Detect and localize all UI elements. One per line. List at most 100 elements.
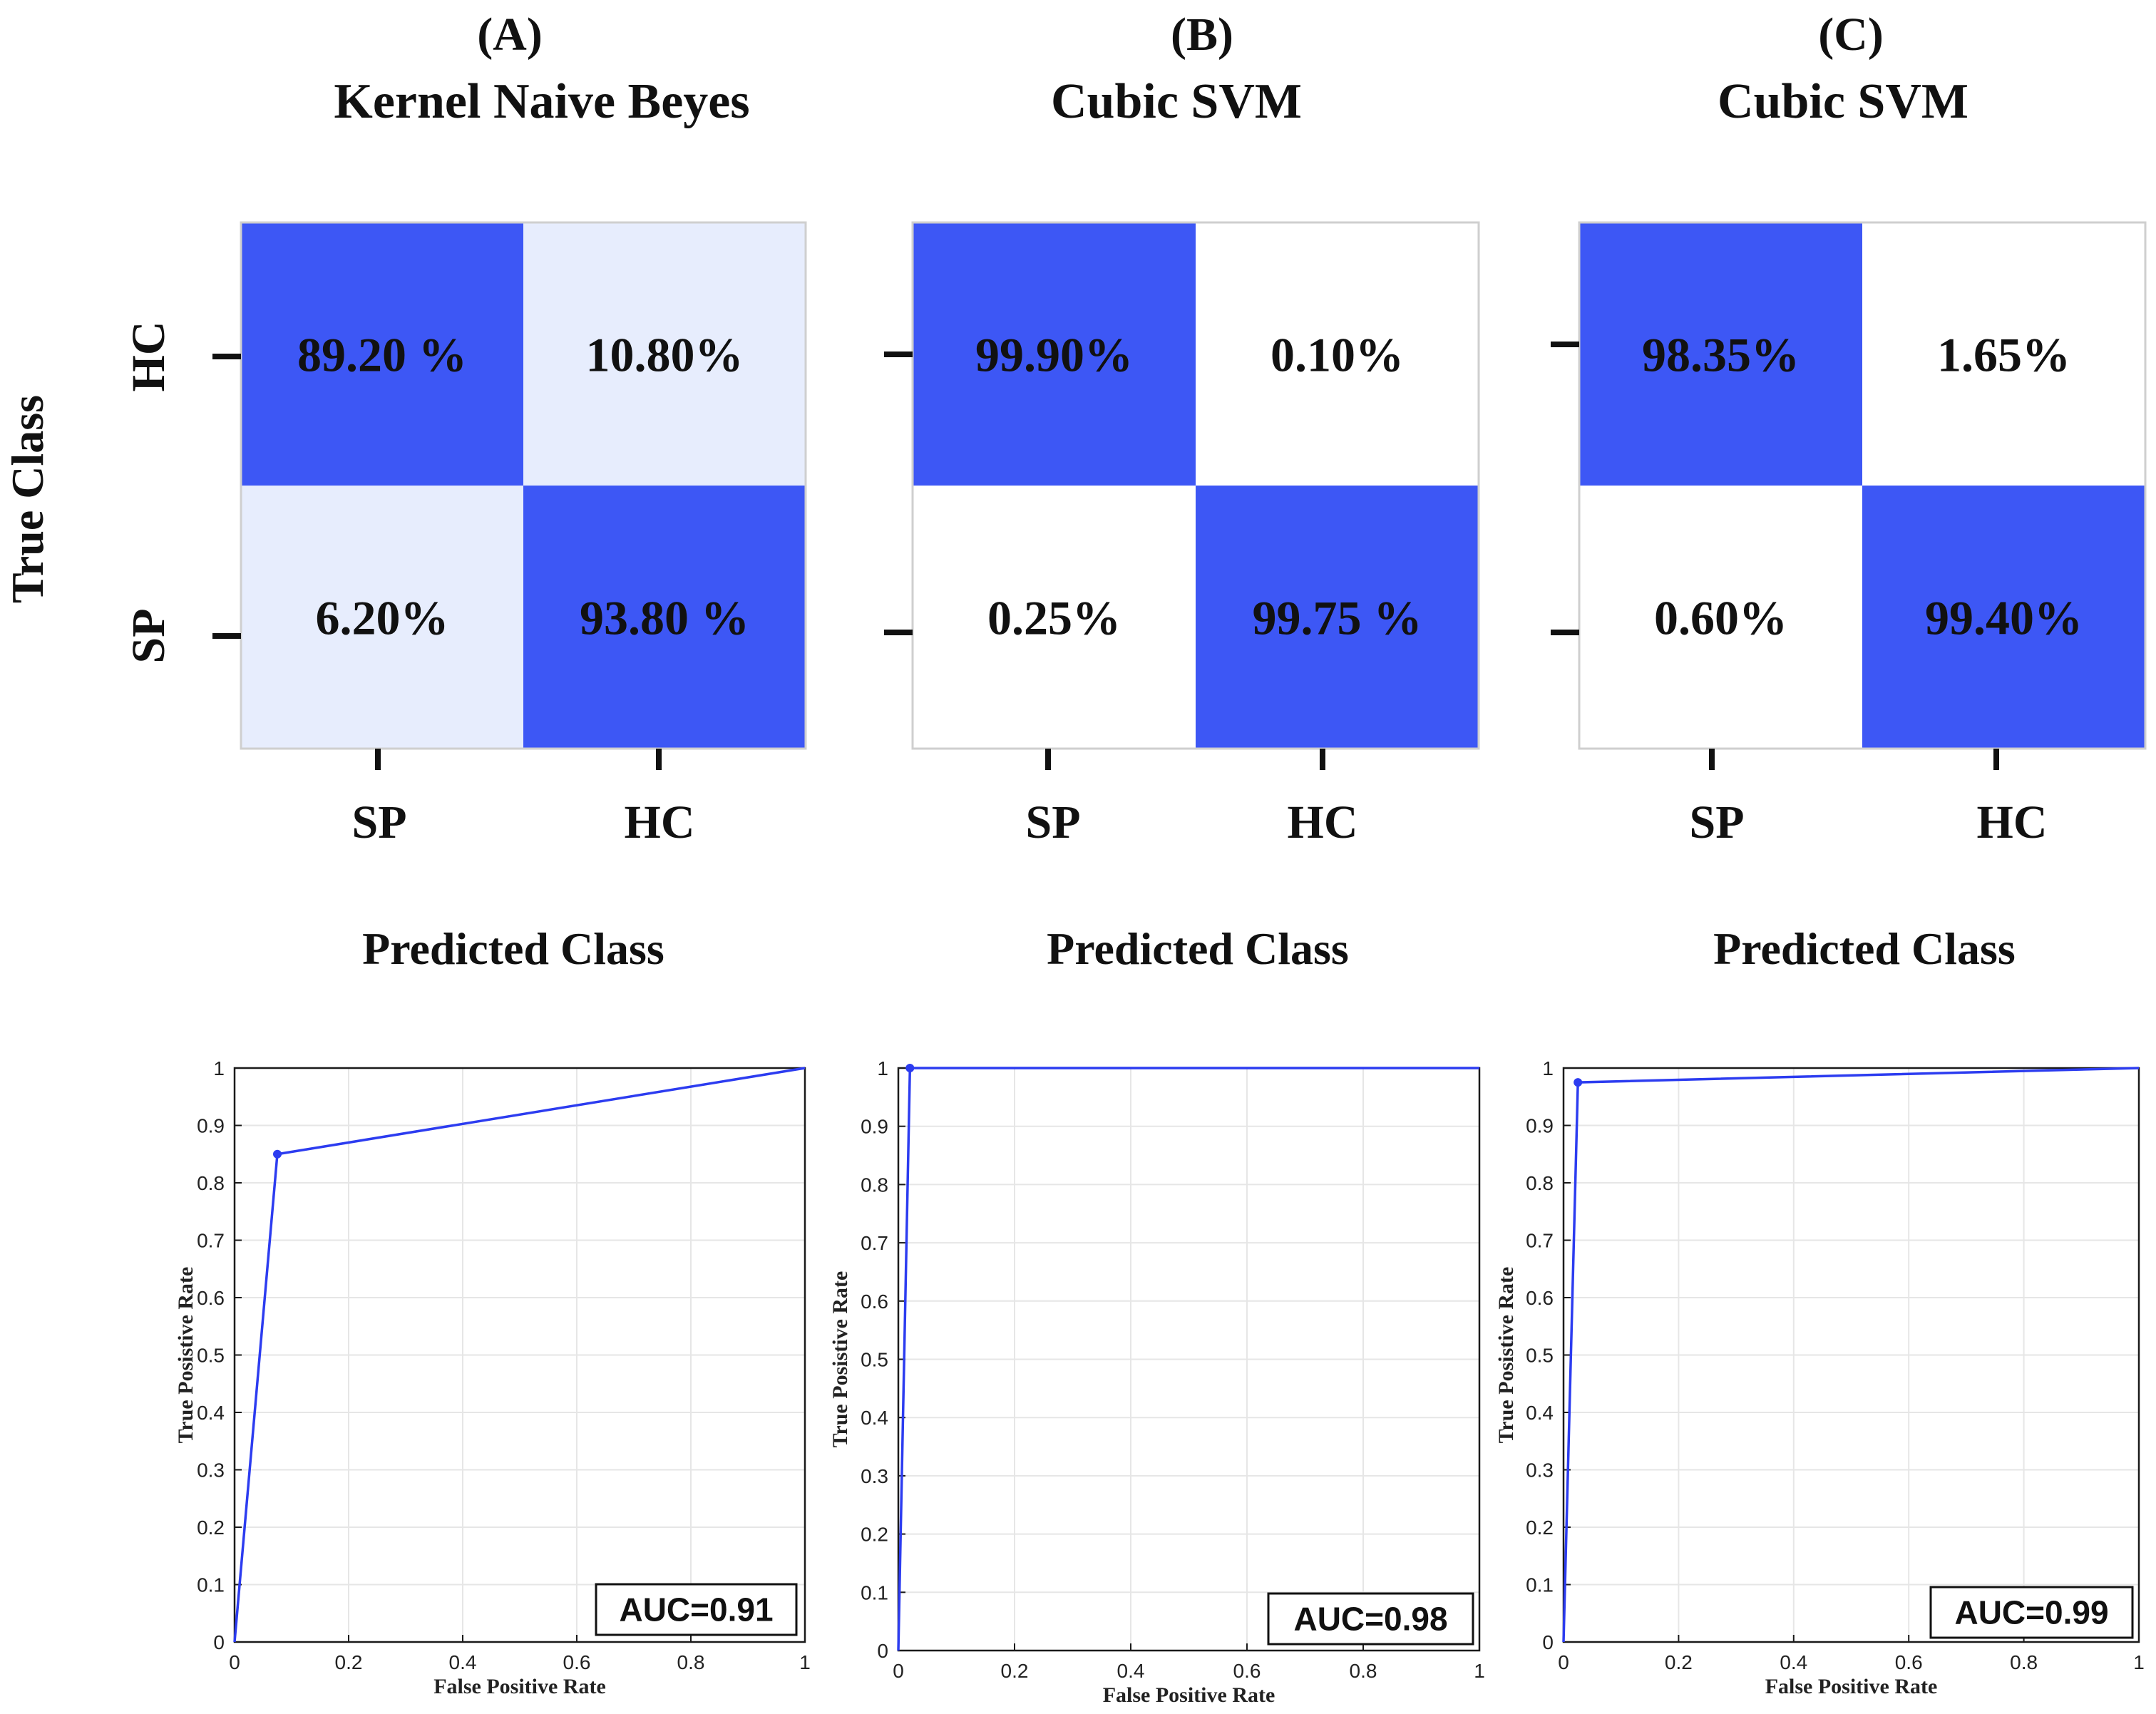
x-axis-label: False Positive Rate	[1765, 1675, 1938, 1698]
x-tick-label: SP	[1025, 796, 1080, 848]
x-tick-label: 0	[229, 1651, 240, 1673]
cell-value: 1.65%	[1937, 328, 2070, 382]
panel-a-letter: (A)	[477, 9, 543, 61]
x-tick-label: 0.6	[563, 1651, 591, 1673]
matrix-cell	[1196, 222, 1479, 486]
y-tick-label: 0.3	[1526, 1459, 1554, 1482]
true-class-label: True Class	[2, 395, 53, 603]
y-tick-label: 0.8	[197, 1172, 225, 1194]
x-tick-label: HC	[625, 796, 695, 848]
x-tick-label: 0.8	[1350, 1660, 1377, 1682]
y-tick-label: 0.2	[197, 1517, 225, 1539]
x-tick-label: 0.6	[1895, 1651, 1923, 1673]
x-tick-label: 0	[893, 1660, 904, 1682]
y-tick-label: 0	[1542, 1631, 1554, 1653]
cell-value: 6.20%	[316, 591, 449, 645]
confusion-matrix-a: 89.20 % 10.80% 6.20% 93.80 % SP HC HC SP Predict…	[123, 221, 807, 974]
x-tick-label: 1	[1474, 1660, 1485, 1682]
matrix-border	[240, 221, 807, 750]
panel-c-title: Cubic SVM	[1718, 74, 1968, 129]
auc-label: AUC=0.98	[1293, 1601, 1447, 1638]
x-axis-label: False Positive Rate	[433, 1675, 606, 1698]
x-tick-label: 0.8	[677, 1651, 705, 1673]
cell-value: 98.35%	[1642, 328, 1800, 382]
panel-b-letter: (B)	[1171, 9, 1233, 61]
y-tick-label: 0.1	[861, 1581, 888, 1603]
y-tick-label: 0.3	[197, 1459, 225, 1482]
y-tick-label: 0.7	[197, 1230, 225, 1252]
x-tick-label: 1	[2133, 1651, 2145, 1673]
y-axis-label: True Posistive Rate	[1494, 1267, 1518, 1444]
auc-label: AUC=0.99	[1954, 1594, 2108, 1631]
axes-frame	[233, 1067, 806, 1643]
panel-c-letter: (C)	[1818, 9, 1884, 61]
x-tick-label: 0.2	[1001, 1660, 1029, 1682]
cell-value: 0.10%	[1270, 328, 1404, 382]
confusion-matrix-b: 99.90% 0.10% 0.25% 99.75 % SP HC Predicted Cla…	[884, 221, 1480, 974]
cell-value: 0.25%	[987, 591, 1121, 645]
y-tick-label: 0.7	[861, 1232, 888, 1254]
cell-value: 99.90%	[975, 328, 1133, 382]
x-tick-label: 0.4	[1117, 1660, 1145, 1682]
x-tick-label: 0	[1558, 1651, 1569, 1673]
y-tick-label: 0.6	[1526, 1287, 1554, 1309]
matrix-cell	[1579, 486, 1862, 749]
operating-point	[905, 1064, 915, 1072]
x-tick-label: 0.4	[1780, 1651, 1807, 1673]
panel-b-title: Cubic SVM	[1051, 74, 1302, 129]
y-tick-label: SP	[123, 608, 175, 663]
y-tick-label: 1	[213, 1057, 225, 1079]
y-axis-label: True Posistive Rate	[174, 1267, 197, 1444]
roc-chart-b: 0 0.1 0.2 0.3 0.4 0.5 0.6 0.7 0.8 0.9 1 0 0.2 0.4 0.6 0…	[828, 1057, 1485, 1707]
y-tick-label: 0.1	[197, 1574, 225, 1596]
cell-value: 99.40%	[1925, 591, 2083, 645]
y-tick-label: 0.4	[861, 1407, 888, 1429]
roc-chart-c: 0 0.1 0.2 0.3 0.4 0.5 0.6 0.7 0.8 0.9 1 0 0.2 0.4 0.6 0…	[1494, 1057, 2145, 1698]
y-tick-label: 0.9	[861, 1116, 888, 1138]
matrix-cell	[241, 486, 523, 749]
x-tick-label: 0.8	[2010, 1651, 2038, 1673]
matrix-border	[1578, 221, 2147, 750]
operating-point	[1574, 1078, 1583, 1087]
matrix-cell	[913, 222, 1196, 486]
y-tick-label: 0.6	[197, 1287, 225, 1309]
y-tick-label: 0.7	[1526, 1230, 1554, 1252]
predicted-class-label: Predicted Class	[1047, 923, 1349, 974]
auc-box	[1267, 1592, 1474, 1646]
cell-value: 93.80 %	[580, 591, 749, 645]
y-tick-label: 0.3	[861, 1465, 888, 1487]
matrix-cell	[913, 486, 1196, 749]
predicted-class-label: Predicted Class	[1713, 923, 2016, 974]
cell-value: 10.80%	[586, 328, 744, 382]
x-tick-label: 0.2	[335, 1651, 363, 1673]
y-tick-label: 0	[877, 1640, 888, 1662]
matrix-cell	[1196, 486, 1479, 749]
panel-a-title: Kernel Naive Beyes	[334, 74, 749, 129]
y-tick-label: 0.4	[1526, 1402, 1554, 1424]
matrix-cell	[523, 222, 806, 486]
x-axis-label: False Positive Rate	[1103, 1683, 1275, 1707]
y-tick-label: 0.5	[861, 1349, 888, 1371]
y-tick-label: 0.2	[861, 1524, 888, 1546]
x-tick-label: 1	[799, 1651, 811, 1673]
cell-value: 89.20 %	[297, 328, 467, 382]
y-tick-label: 0.2	[1526, 1517, 1554, 1539]
x-tick-label: HC	[1288, 796, 1358, 848]
operating-point	[273, 1149, 282, 1159]
y-tick-label: 0.9	[197, 1115, 225, 1137]
cell-value: 99.75 %	[1253, 591, 1422, 645]
y-tick-label: 0.9	[1526, 1115, 1554, 1137]
roc-chart-a: 0 0.1 0.2 0.3 0.4 0.5 0.6 0.7 0.8 0.9 1 0 0.2 0.4 0.6 0…	[174, 1057, 811, 1698]
matrix-cell	[241, 222, 523, 486]
auc-box	[1929, 1586, 2134, 1639]
y-tick-label: 0.5	[1526, 1345, 1554, 1367]
confusion-matrix-c: 98.35% 1.65% 0.60% 99.40% SP HC Predicted Clas…	[1551, 221, 2147, 974]
y-axis-label: True Posistive Rate	[828, 1271, 852, 1448]
x-tick-label: 0.6	[1233, 1660, 1261, 1682]
y-tick-label: 0.4	[197, 1402, 225, 1424]
y-tick-label: 0.6	[861, 1290, 888, 1313]
x-tick-label: SP	[351, 796, 406, 848]
x-tick-label: 0.2	[1665, 1651, 1693, 1673]
auc-box	[595, 1583, 798, 1636]
